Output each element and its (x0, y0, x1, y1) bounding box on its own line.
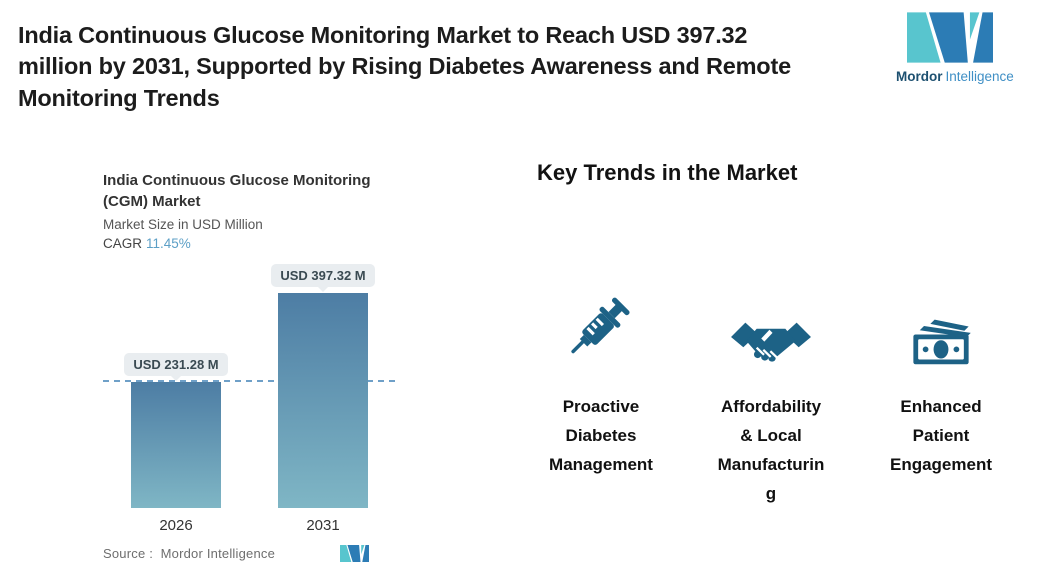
chart-source-row: Source : Mordor Intelligence (103, 545, 369, 562)
bar-value-callout-2026: USD 231.28 M (124, 353, 228, 381)
source-value: Mordor Intelligence (160, 546, 275, 561)
bar-2026 (131, 382, 221, 508)
mordor-logo-small-icon (340, 545, 369, 562)
trends-heading: Key Trends in the Market (537, 160, 798, 185)
bar-value-callout-2031: USD 397.32 M (271, 264, 375, 292)
x-axis-label-2026: 2026 (159, 516, 193, 534)
brand-name-2: Intelligence (945, 69, 1014, 84)
chart-subtitle: Market Size in USD Million (103, 217, 263, 232)
cagr-value: 11.45% (146, 236, 191, 251)
brand-name: Mordor (896, 69, 943, 84)
trend-item-engagement: Enhanced Patient Engagement (856, 272, 1026, 508)
reference-dashed-line (103, 380, 397, 382)
brand-wordmark: Mordor Intelligence (896, 69, 1014, 84)
bar-chart-plot: USD 231.28 M 2026 USD 397.32 M 2031 (103, 264, 397, 536)
cgm-market-chart-panel: India Continuous Glucose Monitoring (CGM… (103, 170, 403, 562)
handshake-icon (730, 272, 812, 368)
brand-logo: Mordor Intelligence (896, 12, 1014, 84)
mordor-logo-icon (907, 12, 993, 63)
x-axis-label-2031: 2031 (306, 516, 340, 534)
syringe-icon (561, 272, 641, 368)
source-label: Source : (103, 546, 154, 561)
cagr-label: CAGR (103, 236, 143, 251)
bar-group-2031: USD 397.32 M 2031 (271, 264, 375, 536)
trend-label: Affordability & Local Manufacturin g (717, 397, 825, 503)
trend-item-proactive-diabetes: Proactive Diabetes Management (516, 272, 686, 508)
trend-item-affordability: Affordability & Local Manufacturin g (686, 272, 856, 508)
trend-label: Proactive Diabetes Management (549, 397, 653, 474)
page-title: India Continuous Glucose Monitoring Mark… (18, 22, 791, 111)
money-icon (907, 272, 975, 368)
bar-group-2026: USD 231.28 M 2026 (124, 264, 228, 536)
trend-row: Proactive Diabetes Management (516, 272, 1028, 508)
bar-2031 (278, 293, 368, 509)
chart-title: India Continuous Glucose Monitoring (CGM… (103, 172, 371, 210)
trend-label: Enhanced Patient Engagement (889, 397, 993, 474)
chart-cagr: CAGR 11.45% (103, 236, 403, 251)
source-text: Source : Mordor Intelligence (103, 546, 275, 561)
